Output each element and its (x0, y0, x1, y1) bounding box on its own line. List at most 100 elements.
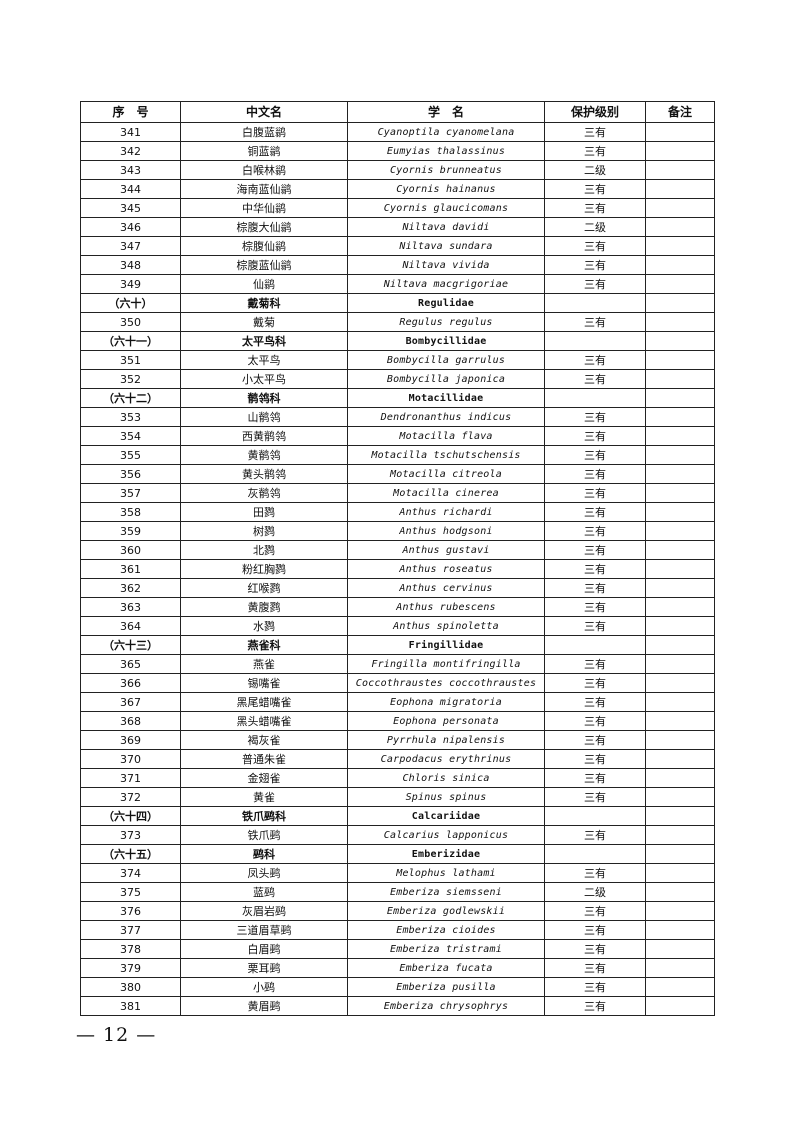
scientific-name-cell: Regulidae (347, 293, 545, 313)
serial-cell: 346 (80, 217, 181, 237)
scientific-name-cell: Emberiza pusilla (347, 977, 545, 997)
remarks-cell (645, 198, 715, 218)
remarks-cell (645, 749, 715, 769)
remarks-cell (645, 236, 715, 256)
protection-level-cell (544, 388, 646, 408)
scientific-name-cell: Niltava sundara (347, 236, 545, 256)
remarks-cell (645, 160, 715, 180)
table-row: 341 白腹蓝鹟 Cyanoptila cyanomelana 三有 (80, 122, 715, 142)
serial-cell: 355 (80, 445, 181, 465)
protection-level-cell: 二级 (544, 882, 646, 902)
protection-level-cell: 三有 (544, 483, 646, 503)
remarks-cell (645, 730, 715, 750)
protection-level-cell: 三有 (544, 407, 646, 427)
protection-level-cell: 三有 (544, 654, 646, 674)
table-row: 354 西黄鹡鸰 Motacilla flava 三有 (80, 426, 715, 446)
protection-level-cell (544, 293, 646, 313)
scientific-name-cell: Eophona migratoria (347, 692, 545, 712)
serial-cell: 374 (80, 863, 181, 883)
serial-cell: 365 (80, 654, 181, 674)
remarks-cell (645, 939, 715, 959)
remarks-cell (645, 863, 715, 883)
protection-level-cell: 三有 (544, 996, 646, 1016)
scientific-name-cell: Spinus spinus (347, 787, 545, 807)
serial-cell: 359 (80, 521, 181, 541)
protection-level-cell: 三有 (544, 464, 646, 484)
table-row: 345 中华仙鹟 Cyornis glaucicomans 三有 (80, 198, 715, 218)
table-row: 366 锡嘴雀 Coccothraustes coccothraustes 三有 (80, 673, 715, 693)
serial-cell: 358 (80, 502, 181, 522)
page-number: — 12 — (76, 1024, 157, 1046)
remarks-cell (645, 673, 715, 693)
scientific-name-cell: Cyanoptila cyanomelana (347, 122, 545, 142)
protection-level-cell: 三有 (544, 749, 646, 769)
chinese-name-cell: 中华仙鹟 (180, 198, 348, 218)
serial-cell: （六十一） (80, 331, 181, 351)
chinese-name-cell: 凤头鹀 (180, 863, 348, 883)
scientific-name-cell: Carpodacus erythrinus (347, 749, 545, 769)
protection-level-cell: 三有 (544, 863, 646, 883)
table-row: 352 小太平鸟 Bombycilla japonica 三有 (80, 369, 715, 389)
remarks-cell (645, 654, 715, 674)
chinese-name-cell: 黑头蜡嘴雀 (180, 711, 348, 731)
serial-cell: 341 (80, 122, 181, 142)
serial-cell: 353 (80, 407, 181, 427)
serial-cell: 372 (80, 787, 181, 807)
table-row: 362 红喉鹨 Anthus cervinus 三有 (80, 578, 715, 598)
chinese-name-cell: 粉红胸鹨 (180, 559, 348, 579)
serial-cell: 342 (80, 141, 181, 161)
serial-cell: 378 (80, 939, 181, 959)
remarks-cell (645, 388, 715, 408)
protection-level-cell: 三有 (544, 502, 646, 522)
table-row: 355 黄鹡鸰 Motacilla tschutschensis 三有 (80, 445, 715, 465)
protection-level-cell: 三有 (544, 616, 646, 636)
serial-cell: 363 (80, 597, 181, 617)
table-row: 373 铁爪鹀 Calcarius lapponicus 三有 (80, 825, 715, 845)
table-header-row: 序 号 中文名 学 名 保护级别 备注 (80, 101, 715, 123)
protection-level-cell: 三有 (544, 426, 646, 446)
scientific-name-cell: Coccothraustes coccothraustes (347, 673, 545, 693)
serial-cell: 348 (80, 255, 181, 275)
scientific-name-cell: Anthus roseatus (347, 559, 545, 579)
protection-level-cell: 三有 (544, 350, 646, 370)
scientific-name-cell: Emberiza godlewskii (347, 901, 545, 921)
chinese-name-cell: 鹡鸰科 (180, 388, 348, 408)
chinese-name-cell: 棕腹仙鹟 (180, 236, 348, 256)
scientific-name-cell: Melophus lathami (347, 863, 545, 883)
family-row: （六十二） 鹡鸰科 Motacillidae (80, 388, 715, 408)
protection-level-cell: 三有 (544, 977, 646, 997)
remarks-cell (645, 711, 715, 731)
scientific-name-cell: Anthus hodgsoni (347, 521, 545, 541)
remarks-cell (645, 958, 715, 978)
serial-cell: 373 (80, 825, 181, 845)
scientific-name-cell: Cyornis brunneatus (347, 160, 545, 180)
remarks-cell (645, 445, 715, 465)
remarks-cell (645, 616, 715, 636)
serial-cell: （六十三） (80, 635, 181, 655)
scientific-name-cell: Cyornis hainanus (347, 179, 545, 199)
chinese-name-cell: 水鹨 (180, 616, 348, 636)
protection-level-cell: 三有 (544, 920, 646, 940)
chinese-name-cell: 燕雀 (180, 654, 348, 674)
chinese-name-cell: 黑尾蜡嘴雀 (180, 692, 348, 712)
serial-cell: 376 (80, 901, 181, 921)
chinese-name-cell: 戴菊 (180, 312, 348, 332)
protection-level-cell (544, 635, 646, 655)
protection-level-cell (544, 331, 646, 351)
scientific-name-cell: Emberizidae (347, 844, 545, 864)
table-row: 359 树鹨 Anthus hodgsoni 三有 (80, 521, 715, 541)
chinese-name-cell: 田鹨 (180, 502, 348, 522)
chinese-name-cell: 小太平鸟 (180, 369, 348, 389)
scientific-name-cell: Bombycillidae (347, 331, 545, 351)
remarks-cell (645, 578, 715, 598)
remarks-cell (645, 502, 715, 522)
table-row: 344 海南蓝仙鹟 Cyornis hainanus 三有 (80, 179, 715, 199)
chinese-name-cell: 黄眉鹀 (180, 996, 348, 1016)
scientific-name-cell: Motacilla citreola (347, 464, 545, 484)
remarks-cell (645, 559, 715, 579)
serial-cell: 344 (80, 179, 181, 199)
serial-cell: 349 (80, 274, 181, 294)
scientific-name-cell: Emberiza siemsseni (347, 882, 545, 902)
remarks-cell (645, 179, 715, 199)
table-row: 343 白喉林鹟 Cyornis brunneatus 二级 (80, 160, 715, 180)
